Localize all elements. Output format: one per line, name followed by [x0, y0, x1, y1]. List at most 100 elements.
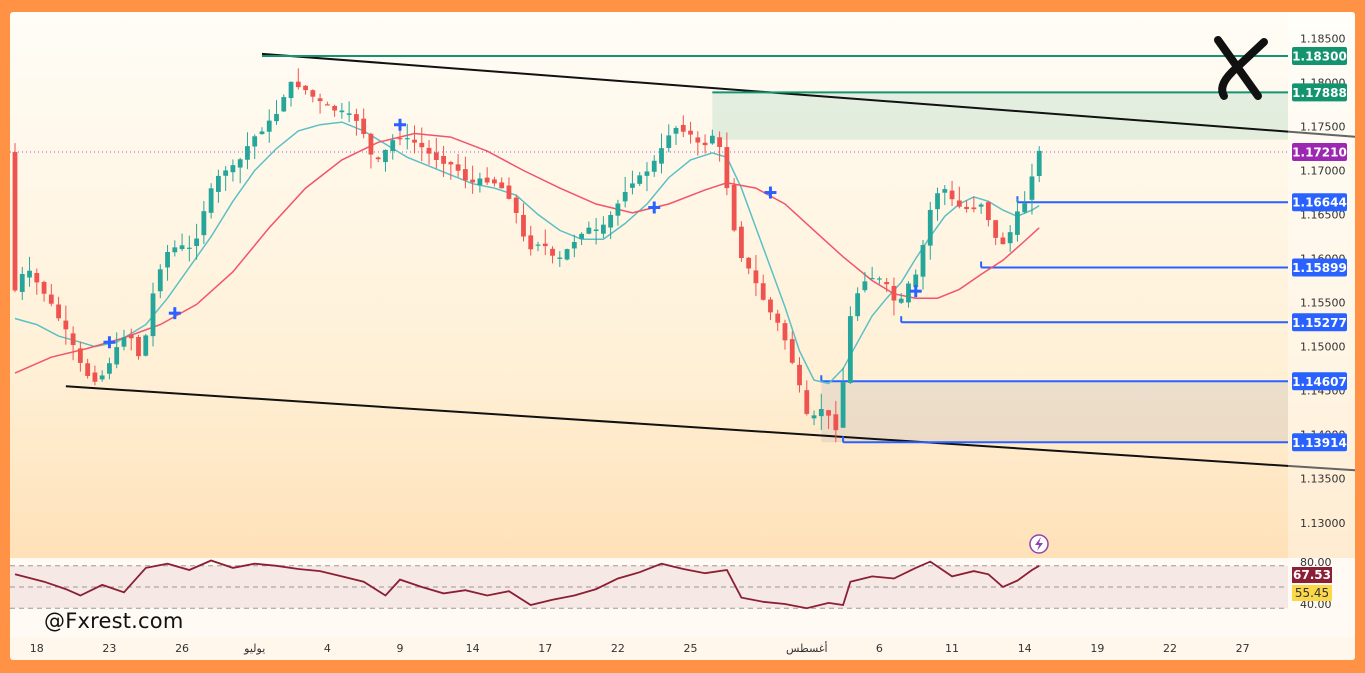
- candle[interactable]: [324, 101, 330, 106]
- candle[interactable]: [557, 251, 563, 267]
- candle[interactable]: [709, 129, 715, 145]
- candle[interactable]: [404, 123, 410, 150]
- candle[interactable]: [121, 329, 127, 351]
- candle[interactable]: [383, 149, 388, 172]
- candle[interactable]: [77, 341, 83, 372]
- channel-line-upper[interactable]: [261, 52, 1355, 142]
- rsi-ma-label[interactable]: 55.45: [1292, 585, 1332, 601]
- candle[interactable]: [281, 94, 287, 113]
- candle[interactable]: [564, 248, 570, 261]
- candle[interactable]: [455, 153, 461, 177]
- candle[interactable]: [99, 370, 105, 382]
- candle[interactable]: [237, 157, 243, 184]
- candle[interactable]: [869, 266, 875, 280]
- candle[interactable]: [571, 234, 577, 258]
- price-label[interactable]: 1.16644: [1292, 193, 1347, 212]
- candle[interactable]: [702, 134, 708, 154]
- price-label[interactable]: 1.13914: [1292, 433, 1347, 452]
- candle[interactable]: [985, 201, 991, 227]
- candle[interactable]: [477, 172, 483, 193]
- candle[interactable]: [143, 333, 149, 357]
- moving-average-slow[interactable]: [14, 132, 1040, 374]
- candle[interactable]: [462, 156, 468, 189]
- candle[interactable]: [695, 131, 701, 156]
- candle[interactable]: [731, 177, 737, 232]
- candle[interactable]: [542, 229, 548, 256]
- candle[interactable]: [70, 326, 76, 361]
- candle[interactable]: [412, 125, 417, 154]
- candle[interactable]: [499, 177, 505, 189]
- candle[interactable]: [513, 194, 519, 224]
- candle[interactable]: [768, 297, 773, 321]
- candle[interactable]: [397, 129, 403, 146]
- candle[interactable]: [840, 367, 846, 429]
- candle[interactable]: [288, 81, 294, 107]
- candle[interactable]: [441, 145, 446, 177]
- candle[interactable]: [884, 277, 890, 293]
- rsi-value-label[interactable]: 67.53: [1292, 567, 1332, 583]
- candle[interactable]: [1015, 198, 1020, 242]
- candle[interactable]: [506, 177, 512, 200]
- candle[interactable]: [34, 268, 40, 295]
- candle[interactable]: [223, 166, 229, 191]
- signal-cross-icon[interactable]: [764, 186, 777, 199]
- candle[interactable]: [935, 187, 940, 221]
- candle[interactable]: [593, 217, 599, 245]
- candle[interactable]: [128, 328, 134, 351]
- candle[interactable]: [630, 170, 635, 195]
- signal-cross-icon[interactable]: [648, 201, 661, 214]
- candle[interactable]: [666, 124, 672, 153]
- candle[interactable]: [194, 223, 199, 260]
- candle[interactable]: [1036, 146, 1042, 183]
- candle[interactable]: [339, 102, 345, 119]
- candle[interactable]: [368, 132, 374, 169]
- candle[interactable]: [165, 245, 170, 281]
- candle[interactable]: [579, 232, 584, 246]
- candle[interactable]: [920, 240, 926, 290]
- candle[interactable]: [310, 89, 316, 103]
- candle[interactable]: [789, 331, 795, 365]
- signal-cross-icon[interactable]: [103, 336, 116, 349]
- candle[interactable]: [27, 256, 32, 287]
- candle[interactable]: [484, 167, 490, 185]
- candle[interactable]: [346, 101, 352, 123]
- moving-average-fast[interactable]: [14, 121, 1040, 385]
- candle[interactable]: [186, 235, 192, 262]
- candle[interactable]: [433, 137, 439, 169]
- candle[interactable]: [259, 127, 265, 135]
- candle[interactable]: [390, 134, 396, 160]
- candle[interactable]: [651, 155, 657, 177]
- candle[interactable]: [208, 183, 214, 219]
- price-label[interactable]: 1.18300: [1292, 47, 1347, 66]
- signal-cross-icon[interactable]: [909, 285, 922, 298]
- candle[interactable]: [637, 172, 643, 186]
- candle[interactable]: [724, 132, 730, 196]
- candle[interactable]: [993, 220, 999, 245]
- candle[interactable]: [782, 319, 788, 350]
- candle[interactable]: [906, 281, 911, 308]
- candle[interactable]: [818, 393, 824, 430]
- candle[interactable]: [949, 180, 955, 207]
- candle[interactable]: [550, 246, 555, 264]
- candle[interactable]: [470, 165, 476, 194]
- candle[interactable]: [1000, 232, 1006, 245]
- candle[interactable]: [753, 254, 759, 297]
- candle[interactable]: [898, 293, 904, 305]
- candle[interactable]: [201, 201, 207, 244]
- candle[interactable]: [760, 274, 766, 301]
- candle[interactable]: [804, 380, 810, 416]
- candle[interactable]: [419, 127, 425, 162]
- candle[interactable]: [746, 257, 752, 275]
- candle[interactable]: [303, 84, 308, 95]
- candle[interactable]: [586, 221, 592, 235]
- candle[interactable]: [230, 159, 236, 182]
- candle[interactable]: [179, 233, 185, 252]
- candle[interactable]: [877, 276, 882, 284]
- channel-line-lower[interactable]: [65, 385, 1355, 474]
- candle[interactable]: [891, 277, 897, 316]
- candle[interactable]: [826, 410, 831, 430]
- candle[interactable]: [448, 160, 454, 180]
- candle[interactable]: [266, 109, 272, 143]
- candle[interactable]: [528, 225, 534, 256]
- candle[interactable]: [295, 68, 301, 90]
